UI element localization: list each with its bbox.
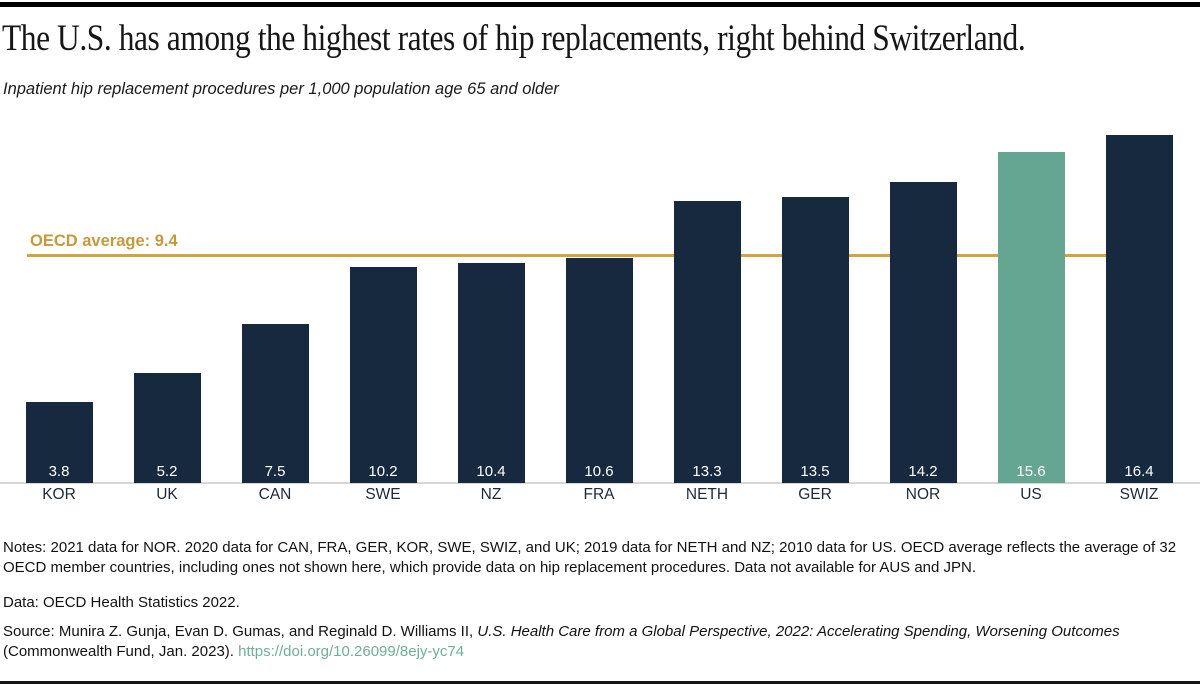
bar: 7.5	[241, 324, 309, 483]
bar: 16.4	[1105, 135, 1173, 483]
bar: 13.5	[781, 197, 849, 483]
bar-value-label: 10.2	[368, 463, 398, 480]
source-credit: Source: Munira Z. Gunja, Evan D. Gumas, …	[3, 622, 1189, 662]
bar: 14.2	[889, 182, 957, 483]
average-line	[27, 254, 1140, 257]
bar-category-label: US	[1020, 486, 1042, 503]
bar-value-label: 16.4	[1124, 463, 1154, 480]
source-title-italic: U.S. Health Care from a Global Perspecti…	[477, 623, 1120, 640]
bar-category-label: NOR	[905, 486, 941, 503]
bar-value-label: 14.2	[908, 463, 938, 480]
bar: 10.6	[565, 258, 633, 483]
bar-value-label: 3.8	[48, 463, 70, 480]
bar-value-label: 10.4	[476, 463, 506, 480]
bar-value-label: 10.6	[584, 463, 614, 480]
bar-category-label: KOR	[42, 486, 76, 503]
bar: 10.4	[457, 263, 525, 483]
bar-category-label: GER	[798, 486, 832, 503]
bottom-rule	[0, 681, 1200, 684]
bar: 15.6	[997, 152, 1065, 483]
bar: 5.2	[133, 373, 201, 483]
bar-category-label: SWIZ	[1119, 486, 1159, 503]
bar-category-label: FRA	[583, 486, 615, 503]
bar-category-label: NZ	[480, 486, 502, 503]
bar-value-label: 13.3	[692, 463, 722, 480]
bar: 13.3	[673, 201, 741, 483]
x-axis-line	[0, 482, 1200, 484]
bar: 10.2	[349, 267, 417, 483]
bar-value-label: 15.6	[1016, 463, 1046, 480]
bar-category-label: SWE	[365, 486, 401, 503]
chart-subtitle: Inpatient hip replacement procedures per…	[3, 80, 559, 98]
source-text: Source: Munira Z. Gunja, Evan D. Gumas, …	[3, 623, 478, 640]
doi-link[interactable]: https://doi.org/10.26099/8ejy-yc74	[238, 643, 465, 660]
bar: 3.8	[25, 402, 93, 483]
notes-text: Notes: 2021 data for NOR. 2020 data for …	[3, 539, 1177, 576]
top-rule	[0, 2, 1200, 7]
average-line-label: OECD average: 9.4	[30, 232, 178, 250]
source-publisher: (Commonwealth Fund, Jan. 2023).	[3, 643, 239, 660]
bar-value-label: 5.2	[156, 463, 178, 480]
bar-value-label: 7.5	[264, 463, 286, 480]
bar-value-label: 13.5	[800, 463, 830, 480]
data-credit: Data: OECD Health Statistics 2022.	[3, 594, 240, 611]
bar-category-label: NETH	[685, 486, 729, 503]
bar-category-label: CAN	[258, 486, 292, 503]
bar-category-label: UK	[156, 486, 178, 503]
page-title: The U.S. has among the highest rates of …	[2, 18, 1026, 59]
